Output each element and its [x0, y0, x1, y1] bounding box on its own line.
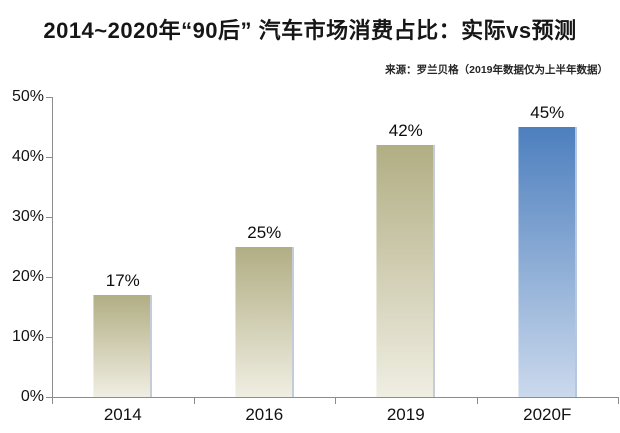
x-tick-mark [335, 398, 336, 404]
x-tick-mark [476, 398, 478, 404]
y-tick-mark [46, 97, 52, 98]
y-tick-label: 50% [11, 88, 44, 105]
y-axis-line [52, 97, 53, 397]
y-tick-mark [46, 157, 52, 158]
y-tick-label: 10% [11, 328, 44, 345]
bar-value-label-2019: 42% [388, 121, 423, 140]
bar-2016 [234, 247, 294, 397]
y-tick-mark [46, 217, 52, 218]
x-tick-mark [193, 398, 195, 404]
x-tick-label-2019: 2019 [386, 405, 425, 424]
y-tick-label: 30% [11, 208, 44, 225]
x-tick-label-2016: 2016 [245, 405, 284, 424]
y-tick-mark [46, 277, 52, 278]
bar-value-label-2020F: 45% [530, 103, 565, 122]
source-note: 来源：罗兰贝格（2019年数据仅为上半年数据） [385, 64, 608, 76]
y-tick-label: 40% [11, 148, 44, 165]
x-axis-line [52, 397, 619, 398]
bar-2020F [517, 127, 577, 397]
chart-title: 2014~2020年“90后” 汽车市场消费占比：实际vs预测 [43, 18, 577, 43]
bar-2014 [93, 295, 153, 397]
x-tick-label-2014: 2014 [103, 405, 142, 424]
y-tick-label: 20% [11, 268, 44, 285]
x-tick-label-2020F: 2020F [523, 405, 572, 424]
bar-value-label-2016: 25% [247, 223, 282, 242]
bar-2019 [376, 145, 436, 397]
y-tick-label: 0% [20, 388, 44, 405]
y-tick-mark [46, 337, 52, 338]
y-tick-mark [46, 397, 52, 398]
x-tick-mark [52, 398, 53, 404]
bar-value-label-2014: 17% [105, 271, 140, 290]
x-tick-mark [618, 398, 619, 404]
